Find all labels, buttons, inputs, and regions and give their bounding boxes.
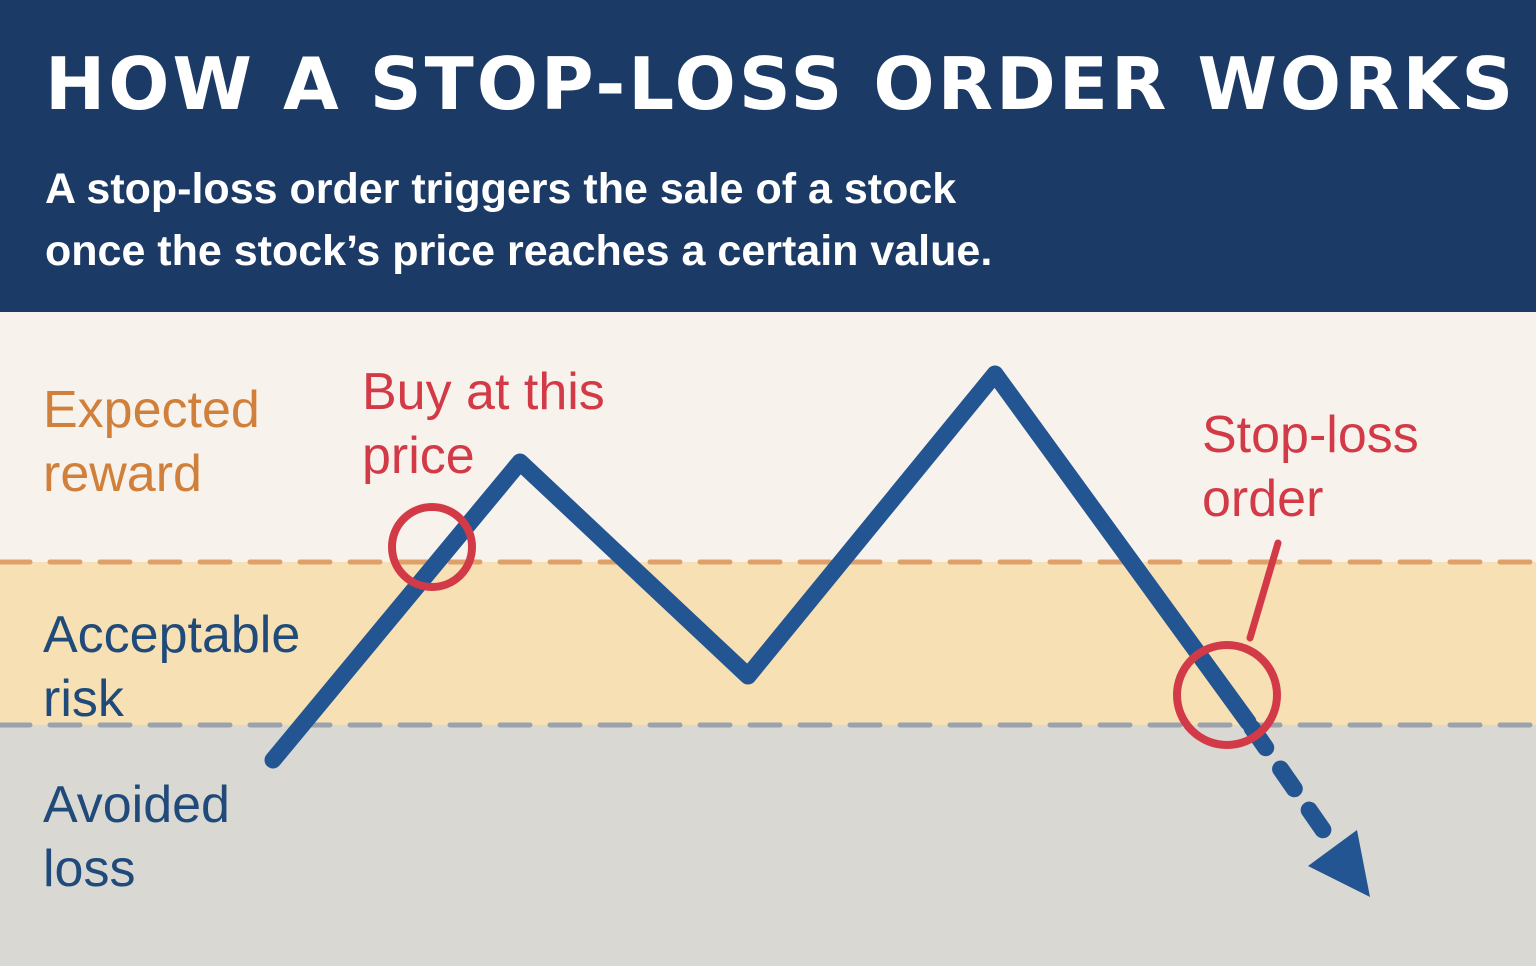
stop-loss-pointer bbox=[1246, 539, 1282, 642]
header-banner: HOW A STOP-LOSS ORDER WORKS A stop-loss … bbox=[0, 0, 1536, 312]
stop-loss-circle bbox=[1173, 641, 1281, 749]
label-line: Stop-loss bbox=[1202, 406, 1419, 464]
subtitle-line-1: A stop-loss order triggers the sale of a… bbox=[45, 165, 957, 213]
subtitle-line-2: once the stock’s price reaches a certain… bbox=[45, 227, 993, 275]
label-line: Avoided bbox=[43, 776, 230, 834]
page-title: HOW A STOP-LOSS ORDER WORKS bbox=[45, 42, 1517, 126]
label-line: Expected bbox=[43, 381, 260, 439]
subtitle: A stop-loss order triggers the sale of a… bbox=[45, 158, 992, 282]
buy-point-circle bbox=[388, 503, 476, 591]
label-line: Buy at this bbox=[362, 363, 605, 421]
label-acceptable-risk: Acceptable risk bbox=[43, 603, 300, 731]
label-line: order bbox=[1202, 470, 1324, 528]
label-expected-reward: Expected reward bbox=[43, 378, 260, 506]
label-buy-price: Buy at this price bbox=[362, 360, 605, 488]
expected-reward-band bbox=[0, 312, 1536, 562]
price-line bbox=[264, 365, 1257, 769]
price-projection-dashed bbox=[1243, 719, 1339, 849]
arrowhead-icon bbox=[1308, 830, 1370, 897]
label-line: risk bbox=[43, 670, 124, 728]
label-line: loss bbox=[43, 840, 136, 898]
label-line: Acceptable bbox=[43, 606, 301, 664]
label-avoided-loss: Avoided loss bbox=[43, 773, 230, 901]
label-stop-loss-order: Stop-loss order bbox=[1202, 403, 1419, 531]
label-line: price bbox=[362, 427, 475, 485]
label-line: reward bbox=[43, 445, 202, 503]
